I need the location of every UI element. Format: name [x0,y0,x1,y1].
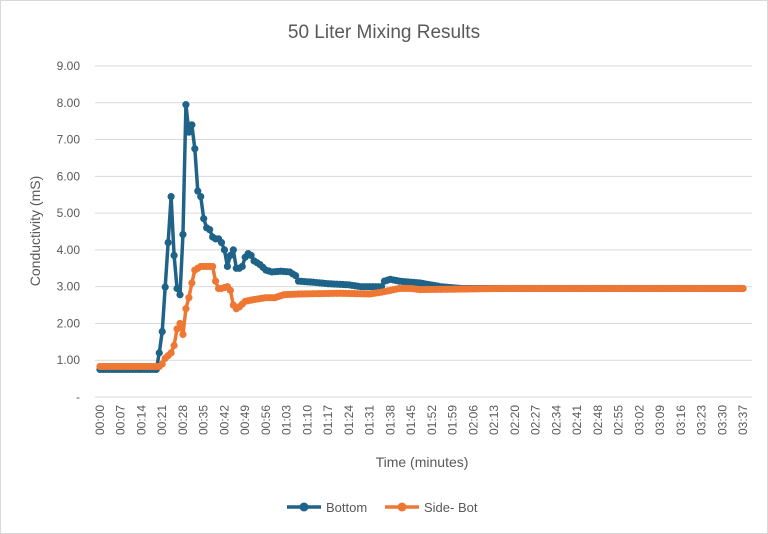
data-point [226,286,234,294]
x-tick-label: 02:27 [529,405,543,435]
y-tick-label: 9.00 [57,59,81,73]
data-point [182,101,190,109]
data-point [185,294,193,302]
x-tick-label: 01:38 [383,405,397,435]
data-point [223,262,232,271]
y-axis-title: Conductivity (mS) [27,176,43,286]
x-tick-label: 02:41 [570,405,584,435]
series-side-bot [96,262,747,371]
data-point [247,251,255,260]
x-tick-label: 02:55 [612,405,626,435]
data-point [220,246,229,254]
data-point [206,226,214,234]
data-point [158,360,166,368]
data-point [238,262,246,271]
data-point [188,279,196,287]
data-point [167,192,175,201]
x-tick-label: 00:35 [197,405,211,435]
data-point [179,330,187,339]
data-point [179,230,187,239]
x-tick-label: 01:31 [363,405,377,435]
legend: Bottom Side- Bot [287,500,478,515]
y-tick-label: 2.00 [57,316,81,330]
x-tick-label: 03:23 [695,405,709,435]
data-point [167,349,175,357]
x-tick-label: 00:28 [176,405,190,435]
x-tick-label: 03:37 [736,405,750,435]
legend-label: Side- Bot [424,500,478,515]
x-tick-label: 01:10 [300,405,314,435]
data-point [161,283,169,291]
x-tick-label: 02:20 [508,405,522,435]
data-point [173,325,181,333]
legend-label: Bottom [326,500,367,515]
legend-item: Bottom [287,500,367,515]
data-point [173,284,181,293]
legend-item: Side- Bot [385,500,478,515]
x-tick-label: 02:06 [466,405,480,435]
data-point [176,319,184,328]
data-point [170,251,178,260]
x-tick-label: 00:42 [217,405,231,435]
x-tick-label: 03:09 [653,405,667,435]
data-point [211,277,220,285]
data-point [229,246,237,254]
x-tick-label: 01:03 [280,405,294,435]
data-point [158,327,166,336]
data-point [155,349,163,357]
data-point [226,251,234,260]
y-tick-label: - [76,390,80,404]
data-point [291,272,300,280]
y-tick-label: 6.00 [57,169,81,183]
data-point [194,187,202,195]
x-tick-label: 00:21 [155,405,169,435]
x-tick-label: 00:49 [238,405,252,435]
x-tick-label: 01:17 [321,405,335,435]
y-tick-label: 8.00 [57,96,81,110]
x-tick-label: 03:02 [632,405,646,435]
chart-title: 50 Liter Mixing Results [288,22,480,43]
series-layer [96,101,747,374]
x-tick-label: 01:24 [342,405,356,435]
x-tick-label: 01:52 [425,405,439,435]
data-point [164,238,172,247]
x-axis-title: Time (minutes) [376,454,469,470]
x-tick-label: 01:59 [446,405,460,435]
data-point [197,192,205,201]
x-tick-label: 00:14 [134,405,148,435]
data-point [176,291,184,299]
data-point [191,145,199,153]
x-tick-label: 02:48 [591,405,605,435]
data-point [170,341,178,350]
y-tick-label: 1.00 [57,353,81,367]
y-tick-label: 5.00 [57,206,81,220]
x-tick-label: 03:16 [674,405,688,435]
x-tick-label: 02:13 [487,405,501,435]
series-line [100,102,743,372]
data-point [188,121,196,129]
y-tick-label: 3.00 [57,280,81,294]
x-tick-label: 03:30 [715,405,729,435]
x-tick-label: 01:45 [404,405,418,435]
series-bottom [96,101,747,374]
gridlines [95,65,752,398]
y-tick-label: 7.00 [57,133,81,147]
x-tick-label: 02:34 [549,405,563,435]
x-tick-label: 00:07 [114,405,128,435]
data-point [182,305,190,313]
data-point [185,128,193,136]
data-point [208,262,217,271]
data-point [217,238,226,247]
x-tick-label: 00:56 [259,405,273,435]
legend-marker [397,502,407,512]
data-point [739,284,747,293]
x-tick-label: 00:00 [93,405,107,435]
y-tick-label: 4.00 [57,243,81,257]
legend-marker [299,502,309,512]
data-point [200,215,208,223]
x-tick-labels: 00:00 00:07 00:14 00:21 00:28 00:35 00:42 00:49… [93,405,750,435]
y-tick-labels: - 1.00 2.00 3.00 4.00 5.00 6.00 7.00 8.00 9.00 [57,59,81,404]
